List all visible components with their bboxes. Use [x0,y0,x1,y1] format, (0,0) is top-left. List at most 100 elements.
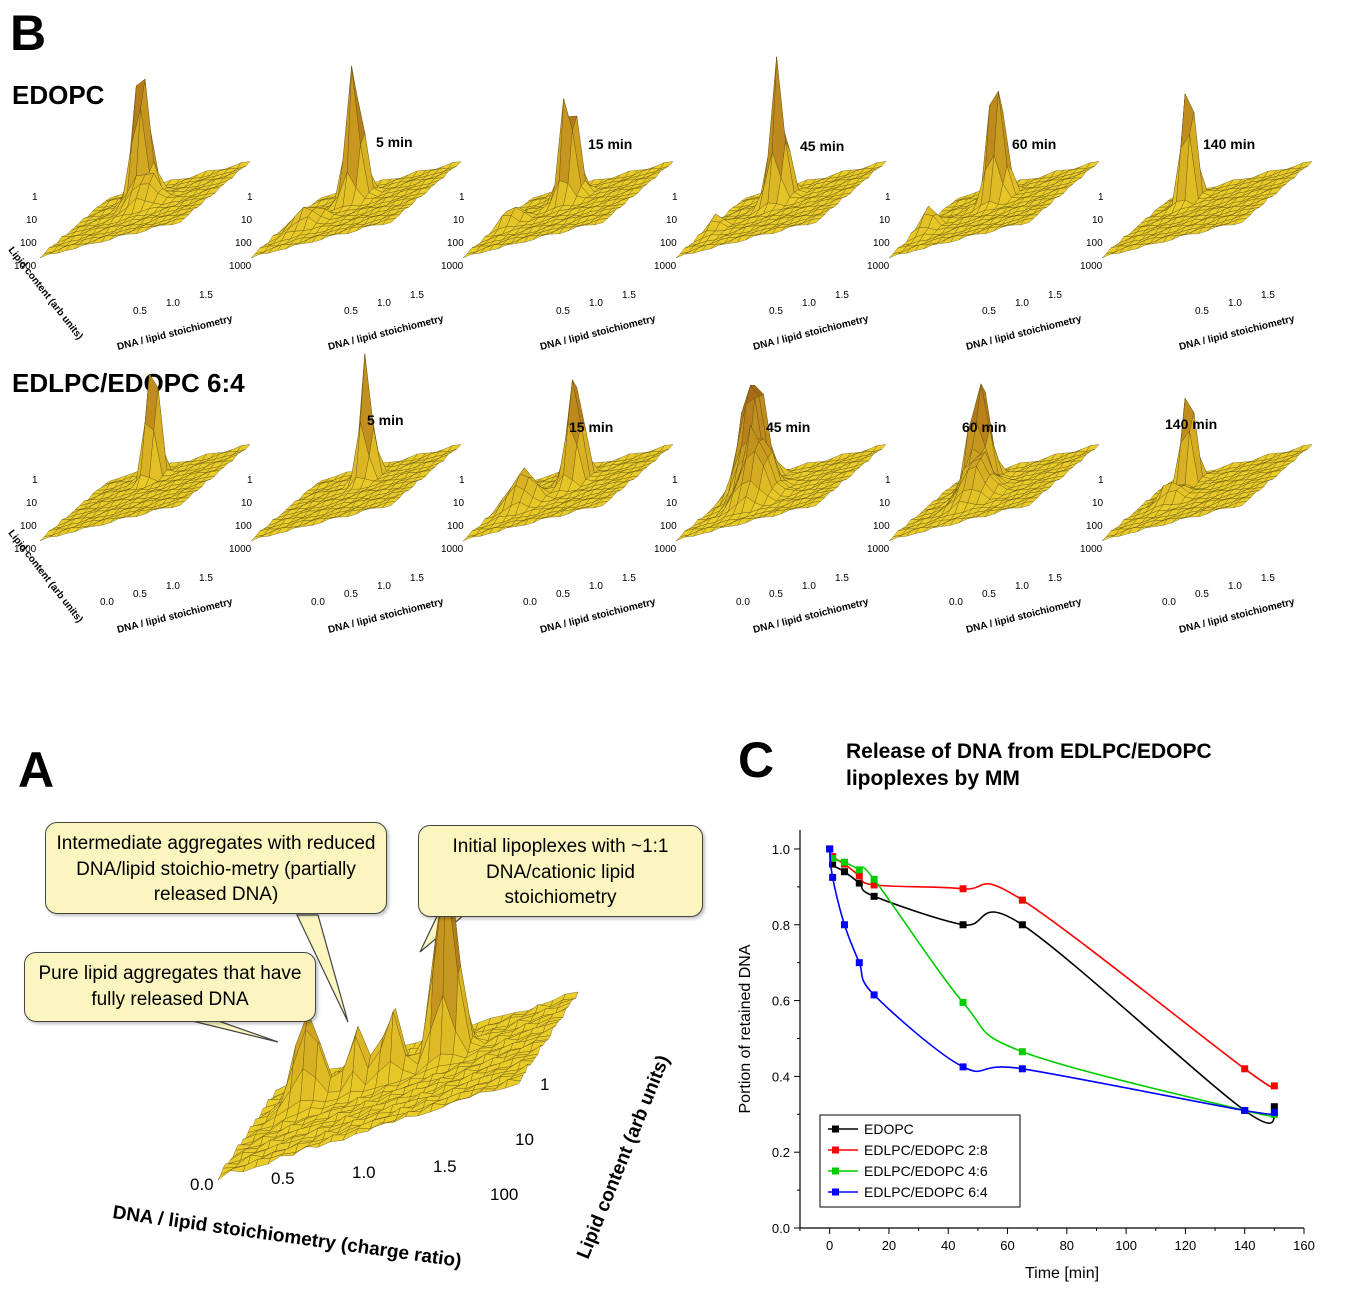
surface-b-r1-c3-facet [593,218,608,226]
y-axis-title: Portion of retained DNA [737,944,754,1113]
series-4-point [870,991,878,999]
surface-b-r2-c5-x-tick: 1.5 [1048,573,1062,584]
panel-a-x-title: DNA / lipid stoichiometry (charge ratio) [111,1202,462,1272]
panel-c-chart: 0 20 40 60 80 100 120 140 160 0.0 0.2 0.4 0.6 0.8 1.0 T… [737,830,1315,1282]
surface-a-facet [505,1079,521,1089]
surface-b-r1-c4-y-tick: 10 [666,215,678,226]
chart-title: Release of DNA from EDLPC/EDOPC lipoplex… [846,740,1212,791]
surface-b-r1-c3-y-tick: 10 [453,215,465,226]
series-1-point [855,879,863,887]
x-tick-label: 0 [826,1238,833,1253]
surface-b-r2-c5-x-tick: 0.0 [949,597,963,608]
surface-a-facet [480,1088,496,1093]
surface-b-r1-c3-x-tick: 0.5 [556,306,570,317]
surface-b-r1-c1-y-title: Lipid content (arb units) [6,245,85,342]
series-1-point [870,892,878,900]
legend-label-4: EDLPC/EDOPC 6:4 [864,1184,988,1200]
surface-b-r2-c2-y-tick: 1 [247,475,253,486]
surface-b-r2-c4-group: 1 10 100 1000 0.0 0.5 1.0 1.5 DNA / lipid stoich… [654,384,887,636]
surface-b-r1-c1-x-tick: 1.5 [199,290,213,301]
surface-b-r2-c4-y-tick: 10 [666,498,678,509]
surface-b-r2-c1-y-tick: 10 [26,498,38,509]
panel-a-y-title: Lipid content (arb units) [573,1052,674,1261]
surface-b-r2-c4-x-tick: 1.0 [802,581,816,592]
surface-b-r1-c4-facet [806,218,821,226]
surface-a-facet [255,1158,271,1168]
series-2-point [1241,1065,1249,1073]
series-3-point [840,858,848,866]
surface-b-r2-c2-x-tick: 0.5 [344,589,358,600]
surface-b-r2-c2-y-tick: 1000 [229,544,252,555]
surface-b-r2-c2-x-tick: 0.0 [311,597,325,608]
surface-b-r2-c3-x-tick: 1.0 [589,581,603,592]
surface-b-r1-c5-group: 1 10 100 1000 0.5 1.0 1.5 DNA / lipid stoichiom… [867,90,1100,353]
surface-a-facet [430,1103,446,1113]
legend-label-3: EDLPC/EDOPC 4:6 [864,1163,988,1179]
y-tick-label: 0.2 [772,1145,790,1160]
surface-b-r2-c3-x-tick: 1.5 [622,573,636,584]
surface-b-r2-c1-x-tick: 1.0 [166,581,180,592]
surface-b-r2-c6-y-tick: 100 [1086,521,1103,532]
surface-b-r1-c6-x-title: DNA / lipid stoichiometry [1178,313,1296,352]
series-4-point [840,921,848,929]
series-2-point [855,871,863,879]
series-4-point [1270,1108,1278,1116]
series-3-point [870,875,878,883]
series-3-point [829,854,837,862]
surface-b-r1-c5-x-tick: 1.5 [1048,290,1062,301]
callout-intermediate-aggregates: Intermediate aggregates with reduced DNA… [45,822,387,914]
time-label-r1-2: 15 min [588,136,633,152]
surface-b-r1-c4-group: 1 10 100 1000 0.5 1.0 1.5 DNA / lipid stoichiom… [654,56,887,353]
time-label-r2-3: 45 min [766,419,811,435]
surface-b-r1-c1-y-tick: 1 [32,192,38,203]
series-4-point [1018,1065,1026,1073]
legend-label-2: EDLPC/EDOPC 2:8 [864,1142,988,1158]
surface-b-r2-c5-y-tick: 100 [873,521,890,532]
surface-b-r2-c3-x-tick: 0.5 [556,589,570,600]
surface-b-r2-c3-y-tick: 100 [447,521,464,532]
series-2-point [870,881,878,889]
surface-b-r1-c5-y-tick: 10 [879,215,891,226]
surface-b-r1-c6-x-tick: 1.0 [1228,298,1242,309]
y-tick-label: 0.0 [772,1221,790,1236]
surface-b-r2-c1-y-title: Lipid content (arb units) [6,528,85,625]
surface-b-r2-c3-x-title: DNA / lipid stoichiometry [539,596,657,635]
surface-b-r2-c5-y-tick: 1 [885,475,891,486]
series-2-point [959,885,967,893]
time-label-r2-2: 15 min [569,419,614,435]
surface-b-r2-c6-x-tick: 1.5 [1261,573,1275,584]
surface-b-r2-c4-x-tick: 0.5 [769,589,783,600]
surface-b-r1-c4-x-tick: 1.0 [802,298,816,309]
series-1-point [1018,921,1026,929]
surface-b-r2-c4-y-tick: 1000 [654,544,677,555]
surface-b-r1-c1-x-title: DNA / lipid stoichiometry [116,313,234,352]
series-3-point [855,866,863,874]
surface-b-r2-c2-y-tick: 10 [241,498,253,509]
surface-b-r1-c6-y-tick: 1000 [1080,261,1103,272]
surface-b-r1-c3-group: 1 10 100 1000 0.5 1.0 1.5 DNA / lipid stoichiom… [441,98,674,353]
x-tick-label: 120 [1175,1238,1197,1253]
surface-b-r2-c6-y-tick: 1000 [1080,544,1103,555]
surface-b-r1-c1-facet [170,218,185,226]
surface-b-r2-c1-y-tick: 1 [32,475,38,486]
panel-b-surfaces: 1 10 100 1000 0.5 1.0 1.5 DNA / lipid stoichiom… [6,56,1313,636]
legend-label-1: EDOPC [864,1121,914,1137]
surface-b-r1-c2-x-tick: 1.5 [410,290,424,301]
surface-b-r1-c6-y-tick: 100 [1086,238,1103,249]
time-label-r2-5: 140 min [1165,416,1218,432]
surface-b-r1-c5-x-title: DNA / lipid stoichiometry [965,313,1083,352]
y-tick-label: 0.8 [772,918,790,933]
series-1-point [829,860,837,868]
surface-b-r2-c5-facet [1019,501,1034,509]
surface-b-r1-c5-x-tick: 0.5 [982,306,996,317]
surface-b-r2-c5-y-tick: 1000 [867,544,890,555]
surface-b-r2-c2-group: 1 10 100 1000 0.0 0.5 1.0 1.5 DNA / lipid stoich… [229,353,462,636]
legend-marker-2 [832,1146,839,1154]
surface-b-r2-c5-x-tick: 1.0 [1015,581,1029,592]
series-3-point [959,998,967,1006]
surface-b-r2-c1-facet [170,501,185,509]
surface-b-r2-c4-y-tick: 1 [672,475,678,486]
surface-b-r2-c4-facet [806,501,821,509]
surface-b-r1-c1-x-tick: 1.0 [166,298,180,309]
panel-a-y-tick: 100 [490,1185,518,1204]
